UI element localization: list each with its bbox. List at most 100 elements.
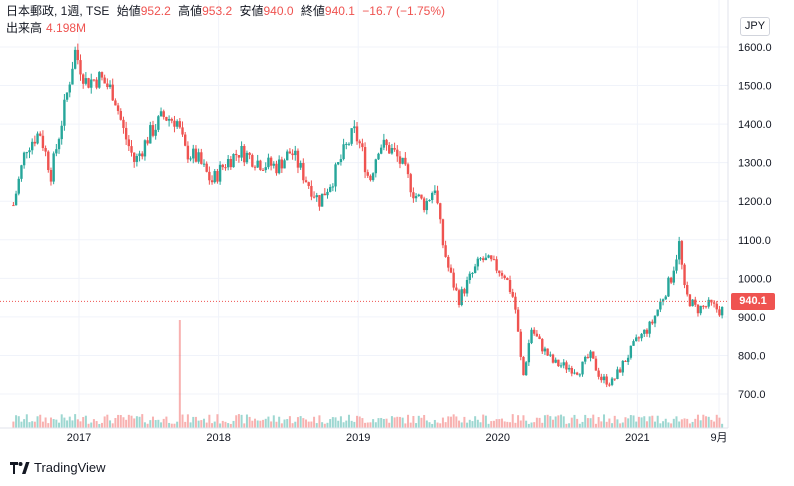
volume-bar bbox=[541, 422, 544, 428]
candle-body bbox=[605, 376, 608, 385]
volume-bar bbox=[192, 416, 195, 428]
volume-bar bbox=[382, 418, 385, 428]
candle-body bbox=[57, 139, 61, 150]
candle-body bbox=[409, 174, 412, 193]
candle-body bbox=[425, 201, 429, 211]
volume-bar bbox=[388, 422, 391, 428]
volume-bar bbox=[288, 416, 291, 428]
candle-body bbox=[439, 203, 442, 220]
volume-bar bbox=[184, 421, 187, 428]
candle-body bbox=[718, 309, 721, 316]
candle-body bbox=[669, 277, 673, 283]
volume-bar bbox=[691, 421, 694, 428]
volume-bar bbox=[41, 421, 44, 428]
volume-bar bbox=[122, 417, 125, 428]
brand-footer[interactable]: TradingView bbox=[10, 460, 106, 475]
volume-bar bbox=[412, 415, 415, 428]
candle-body bbox=[393, 147, 396, 150]
volume-bar bbox=[702, 414, 705, 428]
volume-value: 4.198M bbox=[46, 21, 87, 35]
volume-bar bbox=[519, 420, 522, 428]
candle-body bbox=[146, 140, 149, 144]
volume-bar bbox=[699, 420, 702, 428]
candle-body bbox=[224, 167, 227, 169]
y-tick-label: 1600.0 bbox=[738, 42, 772, 54]
volume-bar bbox=[36, 416, 39, 428]
candle-body bbox=[530, 329, 533, 344]
candle-body bbox=[119, 110, 122, 120]
candle-body bbox=[707, 299, 710, 307]
candle-body bbox=[452, 272, 455, 288]
candle-body bbox=[422, 198, 426, 211]
candle-body bbox=[178, 121, 182, 128]
volume-bar bbox=[313, 416, 316, 428]
volume-bar bbox=[624, 417, 627, 428]
candle-body bbox=[508, 279, 512, 293]
volume-bar bbox=[549, 416, 552, 428]
volume-bar bbox=[568, 423, 571, 428]
candle-body bbox=[366, 172, 369, 176]
volume-bar bbox=[546, 414, 549, 428]
volume-bar bbox=[696, 414, 699, 428]
candle-body bbox=[653, 315, 657, 324]
candle-body bbox=[484, 257, 488, 261]
volume-bar bbox=[479, 422, 482, 428]
volume-bar bbox=[589, 418, 592, 428]
candle-body bbox=[253, 166, 257, 168]
y-tick-label: 700.0 bbox=[738, 389, 766, 401]
volume-bar bbox=[49, 417, 52, 428]
volume-bar bbox=[331, 417, 334, 428]
x-tick-label: 2017 bbox=[67, 432, 91, 444]
currency-button[interactable]: JPY bbox=[740, 17, 770, 36]
candle-body bbox=[473, 266, 477, 273]
candle-body bbox=[465, 280, 469, 294]
candle-body bbox=[73, 49, 77, 69]
volume-bar bbox=[162, 418, 165, 428]
volume-bar bbox=[474, 416, 477, 428]
y-tick-label: 1400.0 bbox=[738, 119, 772, 131]
y-tick-label: 1000.0 bbox=[738, 273, 772, 285]
volume-bar bbox=[315, 423, 318, 428]
volume-bar bbox=[710, 419, 713, 428]
candle-body bbox=[635, 337, 638, 342]
volume-bar bbox=[594, 423, 597, 428]
volume-bar bbox=[79, 421, 82, 428]
high-label: 高値 bbox=[178, 4, 203, 18]
candle-body bbox=[616, 369, 619, 379]
volume-legend: 出来高 4.198M bbox=[6, 19, 86, 36]
candle-body bbox=[331, 186, 335, 188]
volume-bar bbox=[570, 417, 573, 428]
volume-bar bbox=[240, 414, 243, 428]
candle-body bbox=[543, 348, 547, 352]
candle-body bbox=[90, 79, 93, 88]
candle-body bbox=[240, 145, 243, 158]
candle-body bbox=[65, 92, 69, 100]
volume-bar bbox=[334, 417, 337, 428]
candle-body bbox=[205, 163, 208, 172]
volume-bar bbox=[543, 415, 546, 428]
volume-bar bbox=[254, 418, 257, 428]
candle-body bbox=[251, 154, 254, 167]
price-candles bbox=[12, 43, 724, 388]
volume-bar bbox=[205, 422, 208, 428]
candle-body bbox=[267, 157, 270, 168]
candle-body bbox=[511, 292, 514, 297]
candle-body bbox=[704, 306, 708, 308]
candle-body bbox=[154, 129, 157, 136]
candle-body bbox=[436, 190, 439, 204]
volume-bar bbox=[404, 423, 407, 428]
volume-bar bbox=[463, 416, 466, 428]
candle-body bbox=[379, 147, 383, 154]
candle-body bbox=[554, 359, 557, 363]
candle-body bbox=[30, 141, 34, 151]
volume-bar bbox=[721, 423, 724, 428]
candle-body bbox=[527, 343, 531, 363]
candle-body bbox=[76, 49, 80, 61]
candle-body bbox=[192, 148, 195, 159]
volume-bar bbox=[603, 414, 606, 428]
candle-body bbox=[441, 219, 445, 246]
volume-bar bbox=[525, 420, 528, 428]
volume-bar bbox=[560, 414, 563, 428]
volume-bar bbox=[17, 416, 20, 428]
